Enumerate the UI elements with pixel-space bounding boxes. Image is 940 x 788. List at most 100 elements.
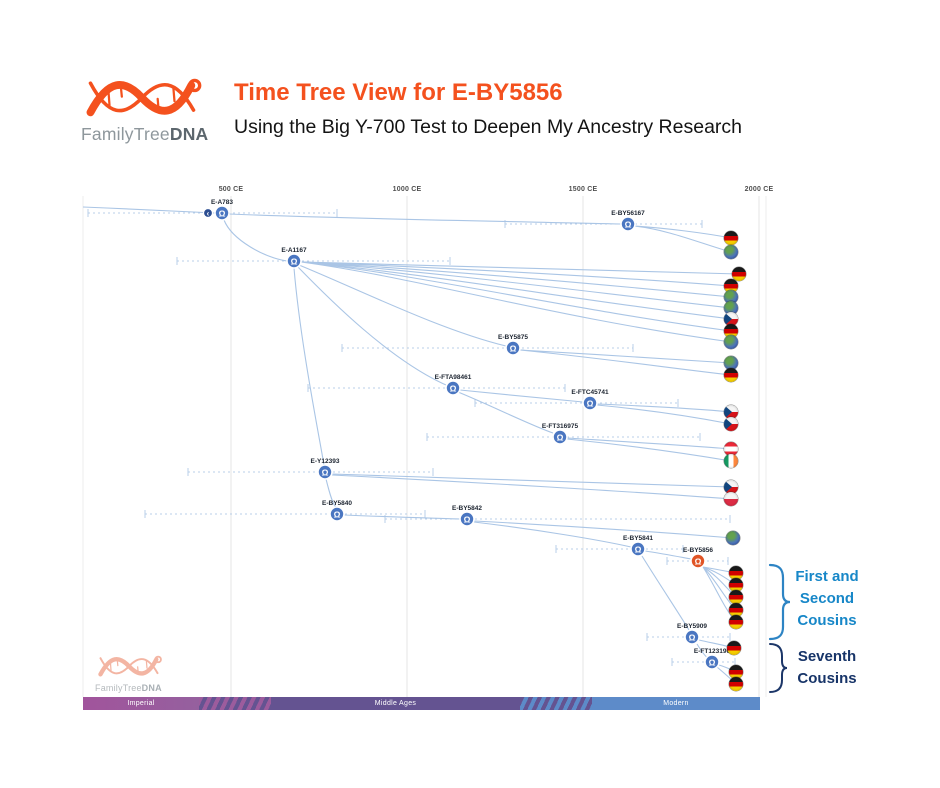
flag-germany-icon [729, 603, 743, 617]
haplogroup-icon: Ω [689, 633, 696, 643]
seventh-cousins-brace [769, 643, 788, 693]
tree-node-label: E-A783 [211, 199, 233, 206]
tree-node-e-by5841[interactable]: Ω E-BY5841 [623, 535, 653, 557]
era-timeline-bar: Imperial Middle Ages Modern [83, 697, 760, 710]
chevron-left-icon: ‹ [207, 209, 210, 218]
flag-czechia-icon [724, 405, 738, 419]
haplogroup-icon: Ω [635, 545, 642, 555]
tree-node-e-by56167[interactable]: Ω E-BY56167 [611, 210, 645, 232]
tree-node-e-by5875[interactable]: Ω E-BY5875 [498, 334, 528, 356]
axis-tick-2000ce: 2000 CE [745, 186, 774, 193]
flag-czechia-icon [724, 480, 738, 494]
tree-node-e-a783[interactable]: Ω E-A783 [211, 199, 233, 221]
axis-tick-500ce: 500 CE [219, 186, 244, 193]
seventh-cousins-label: Seventh Cousins [792, 646, 862, 690]
globe-icon [724, 245, 738, 259]
era-segment-middle-ages: Middle Ages [271, 697, 520, 710]
tree-node-label: E-FTC45741 [571, 389, 609, 396]
brand-wordmark: FamilyTreeDNA [81, 124, 208, 145]
haplogroup-icon: Ω [587, 399, 594, 409]
familytreedna-logo-icon [90, 80, 199, 112]
flag-germany-icon [729, 590, 743, 604]
tree-node-label: E-BY5840 [322, 500, 352, 507]
annotation-line: First and [795, 568, 859, 585]
flag-ireland-icon [724, 454, 738, 468]
axis-tick-1500ce: 1500 CE [569, 186, 598, 193]
flag-germany-icon [724, 324, 738, 338]
globe-icon [724, 356, 738, 370]
haplogroup-icon: Ω [464, 515, 471, 525]
haplogroup-icon: Ω [557, 433, 564, 443]
tree-node-e-fta98461[interactable]: Ω E-FTA98461 [435, 374, 472, 396]
flag-czechia-icon [724, 312, 738, 326]
haplogroup-icon: Ω [450, 384, 457, 394]
flag-germany-icon [724, 368, 738, 382]
flag-germany-icon [724, 279, 738, 293]
collapse-ancestor-chip[interactable]: ‹ [202, 207, 214, 219]
era-transition-hatch [199, 697, 271, 710]
flag-germany-icon [732, 267, 746, 281]
flag-austria-icon [724, 442, 738, 456]
globe-icon [726, 531, 740, 545]
era-segment-modern: Modern [592, 697, 760, 710]
tree-node-label: E-A1167 [281, 247, 307, 254]
flag-poland-icon [724, 492, 738, 506]
tree-node-e-by5856-highlighted[interactable]: Ω E-BY5856 [683, 547, 713, 569]
annotation-line: Cousins [797, 612, 857, 629]
flag-germany-icon [729, 615, 743, 629]
flag-czechia-icon [724, 417, 738, 431]
haplogroup-icon: Ω [709, 658, 716, 668]
flag-germany-icon [729, 566, 743, 580]
plot-gridlines [82, 196, 767, 697]
time-axis: 500 CE 1000 CE 1500 CE 2000 CE [219, 186, 774, 193]
tree-node-e-ft123190[interactable]: Ω E-FT123190 [694, 648, 731, 670]
tree-node-label: E-BY56167 [611, 210, 645, 217]
tree-node-e-by5840[interactable]: Ω E-BY5840 [322, 500, 352, 522]
tree-node-label: E-BY5841 [623, 535, 653, 542]
tree-node-label: E-BY5875 [498, 334, 528, 341]
flag-germany-icon [727, 641, 741, 655]
annotation-line: Seventh [797, 648, 857, 665]
haplogroup-icon: Ω [322, 468, 329, 478]
tree-node-e-y12393[interactable]: Ω E-Y12393 [311, 458, 340, 480]
annotation-line: Cousins [797, 670, 857, 687]
tree-node-e-by5842[interactable]: Ω E-BY5842 [452, 505, 482, 527]
flag-germany-icon [729, 677, 743, 691]
tree-branches [82, 206, 740, 685]
tree-node-e-a1167[interactable]: Ω E-A1167 [281, 247, 307, 269]
first-second-cousins-brace [768, 563, 791, 641]
tree-node-e-ftc45741[interactable]: Ω E-FTC45741 [571, 389, 609, 411]
era-segment-imperial: Imperial [83, 697, 199, 710]
watermark-logo-icon [98, 655, 162, 677]
era-transition-hatch [520, 697, 592, 710]
tree-node-label: E-FT123190 [694, 648, 731, 655]
era-label-imperial: Imperial [127, 700, 155, 707]
haplogroup-icon: Ω [219, 209, 226, 219]
tree-node-e-ft316975[interactable]: Ω E-FT316975 [542, 423, 579, 445]
haplogroup-icon: Ω [695, 557, 702, 567]
haplogroup-icon: Ω [291, 257, 298, 267]
era-label-modern: Modern [663, 700, 689, 707]
flag-germany-icon [729, 578, 743, 592]
era-label-middle-ages: Middle Ages [374, 700, 417, 707]
flag-germany-icon [729, 665, 743, 679]
first-second-cousins-label: First and Second Cousins [790, 566, 864, 632]
brand-dna-text: DNA [169, 124, 209, 144]
brand-family-text: FamilyTree [81, 124, 170, 144]
globe-icon [724, 290, 738, 304]
tree-node-label: E-BY5856 [683, 547, 713, 554]
tree-node-label: E-Y12393 [311, 458, 340, 465]
haplogroup-icon: Ω [334, 510, 341, 520]
axis-tick-1000ce: 1000 CE [393, 186, 422, 193]
tree-node-label: E-FT316975 [542, 423, 579, 430]
watermark-dna-text: DNA [141, 683, 162, 693]
flag-germany-icon [724, 231, 738, 245]
tree-node-label: E-BY5909 [677, 623, 707, 630]
haplogroup-icon: Ω [510, 344, 517, 354]
page-title: Time Tree View for E-BY5856 [234, 79, 563, 106]
tree-node-label: E-BY5842 [452, 505, 482, 512]
globe-icon [724, 335, 738, 349]
tree-node-e-by5909[interactable]: Ω E-BY5909 [677, 623, 707, 645]
